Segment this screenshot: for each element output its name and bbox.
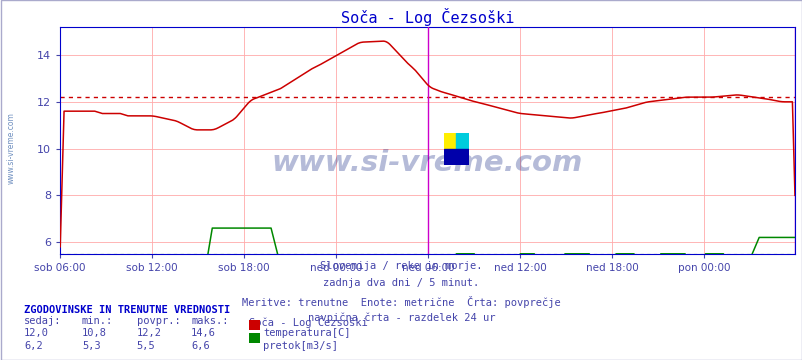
Text: 6,2: 6,2 bbox=[24, 341, 43, 351]
Text: 5,3: 5,3 bbox=[82, 341, 100, 351]
Bar bbox=[456, 132, 468, 149]
Text: Meritve: trenutne  Enote: metrične  Črta: povprečje: Meritve: trenutne Enote: metrične Črta: … bbox=[242, 296, 560, 307]
Text: zadnja dva dni / 5 minut.: zadnja dva dni / 5 minut. bbox=[323, 278, 479, 288]
Text: Slovenija / reke in morje.: Slovenija / reke in morje. bbox=[320, 261, 482, 271]
Text: min.:: min.: bbox=[82, 316, 113, 326]
Text: pretok[m3/s]: pretok[m3/s] bbox=[263, 341, 338, 351]
Text: maks.:: maks.: bbox=[191, 316, 229, 326]
Bar bbox=[443, 132, 456, 149]
Text: temperatura[C]: temperatura[C] bbox=[263, 328, 350, 338]
Text: 10,8: 10,8 bbox=[82, 328, 107, 338]
Text: 12,2: 12,2 bbox=[136, 328, 161, 338]
Text: 6,6: 6,6 bbox=[191, 341, 209, 351]
Text: navpična črta - razdelek 24 ur: navpična črta - razdelek 24 ur bbox=[307, 313, 495, 323]
Title: Soča - Log Čezsoški: Soča - Log Čezsoški bbox=[341, 8, 513, 26]
Text: 5,5: 5,5 bbox=[136, 341, 155, 351]
Text: Soča - Log Čezsoški: Soča - Log Čezsoški bbox=[249, 316, 367, 328]
Text: ZGODOVINSKE IN TRENUTNE VREDNOSTI: ZGODOVINSKE IN TRENUTNE VREDNOSTI bbox=[24, 305, 230, 315]
Bar bbox=[443, 149, 468, 165]
Text: 12,0: 12,0 bbox=[24, 328, 49, 338]
Text: www.si-vreme.com: www.si-vreme.com bbox=[272, 149, 582, 177]
Text: sedaj:: sedaj: bbox=[24, 316, 62, 326]
Text: www.si-vreme.com: www.si-vreme.com bbox=[6, 112, 15, 184]
Text: povpr.:: povpr.: bbox=[136, 316, 180, 326]
Text: 14,6: 14,6 bbox=[191, 328, 216, 338]
